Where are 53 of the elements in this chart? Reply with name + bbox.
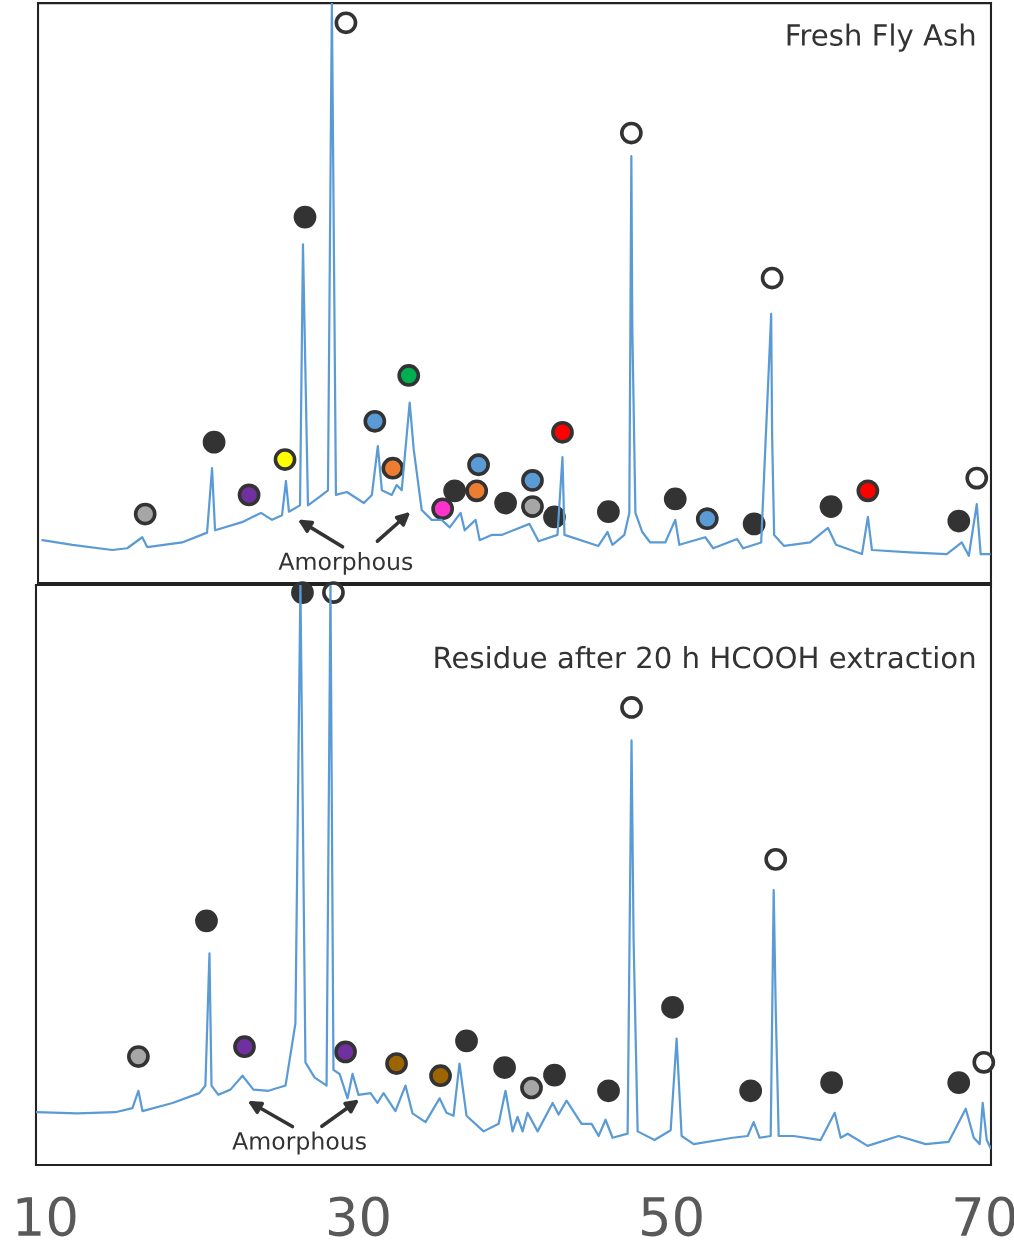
point bbox=[465, 479, 489, 503]
point bbox=[695, 507, 719, 531]
point bbox=[820, 1071, 843, 1095]
point bbox=[520, 1076, 543, 1100]
point bbox=[742, 512, 766, 536]
point bbox=[521, 495, 544, 518]
point bbox=[363, 409, 387, 433]
point bbox=[597, 1079, 620, 1103]
point bbox=[397, 364, 421, 387]
point bbox=[381, 456, 405, 480]
text: Residue after 20 h HCOOH extraction bbox=[435, 645, 975, 669]
point bbox=[195, 909, 218, 933]
point bbox=[133, 502, 157, 526]
point bbox=[385, 1052, 408, 1075]
point bbox=[127, 1045, 150, 1068]
point bbox=[202, 430, 226, 454]
point bbox=[494, 491, 517, 515]
point bbox=[521, 469, 544, 492]
x-tick-label: 50 bbox=[642, 1196, 702, 1237]
point bbox=[856, 479, 880, 503]
point bbox=[739, 1079, 763, 1103]
point bbox=[760, 266, 784, 290]
point bbox=[819, 495, 843, 518]
point bbox=[443, 479, 467, 503]
point bbox=[947, 509, 971, 533]
annotation: Amorphous bbox=[278, 551, 413, 575]
point bbox=[661, 995, 684, 1019]
point bbox=[273, 448, 297, 471]
point bbox=[493, 1056, 516, 1079]
x-tick-label: 30 bbox=[328, 1196, 389, 1237]
text: Fresh Fly Ash bbox=[787, 23, 975, 52]
point bbox=[429, 1064, 452, 1088]
point bbox=[237, 483, 261, 507]
point bbox=[619, 121, 643, 145]
point bbox=[543, 1063, 566, 1087]
point bbox=[431, 497, 455, 521]
point bbox=[972, 1050, 996, 1074]
point bbox=[455, 1029, 478, 1053]
point bbox=[764, 847, 788, 871]
point bbox=[620, 696, 643, 719]
point bbox=[233, 1035, 256, 1059]
point bbox=[293, 205, 317, 229]
point bbox=[551, 420, 574, 444]
annotation: Amorphous bbox=[232, 1131, 366, 1155]
point bbox=[947, 1071, 971, 1095]
x-tick-label: 70 bbox=[955, 1196, 1014, 1237]
point bbox=[965, 466, 989, 490]
point bbox=[597, 500, 620, 524]
x-tick-label: 10 bbox=[17, 1196, 76, 1237]
point bbox=[334, 11, 358, 35]
point bbox=[467, 453, 490, 477]
point bbox=[663, 487, 687, 511]
point bbox=[334, 1040, 357, 1064]
